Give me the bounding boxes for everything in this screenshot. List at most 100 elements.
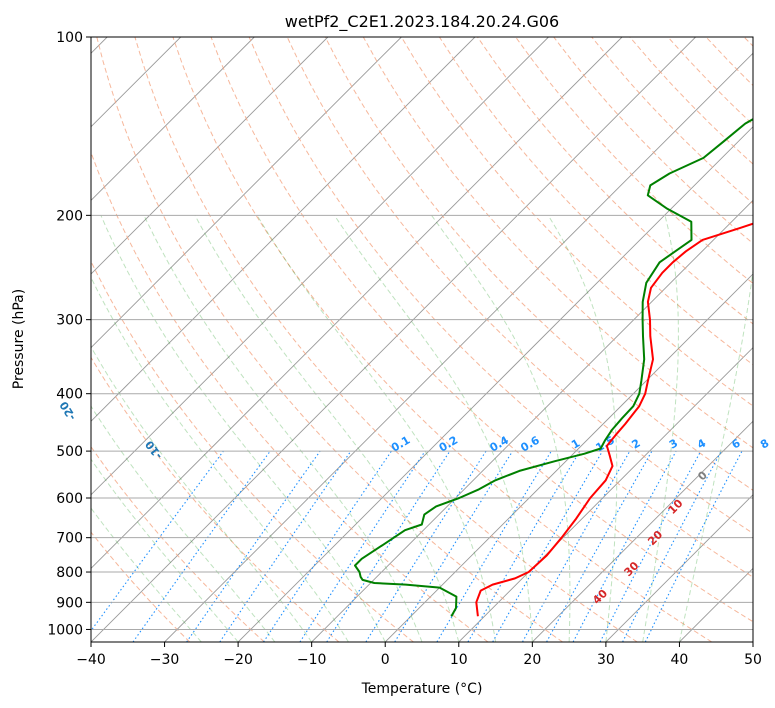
dry-adiabat-line: [96, 37, 563, 642]
dry-adiabat-line: [134, 37, 638, 642]
mixing-ratio-line: [394, 450, 514, 642]
mixing-ratio-label: 8: [758, 437, 771, 452]
background-lines: [91, 37, 753, 642]
dry-adiabat-line: [515, 37, 753, 285]
mixing-ratio-line: [572, 450, 677, 642]
dry-adiabat-line: [743, 37, 753, 47]
x-tick-label: 0: [381, 652, 390, 668]
moist-adiabat-label: 0: [695, 468, 710, 483]
temperature-profile: [475, 222, 753, 617]
dry-adiabat-line: [91, 531, 191, 642]
dry-adiabat-line: [324, 37, 753, 491]
y-tick-label: 600: [56, 491, 83, 507]
moist-adiabat-line: [256, 215, 497, 642]
isotherm-line: [752, 641, 753, 642]
moist-adiabat-line: [91, 405, 276, 642]
mixing-ratio-line: [186, 450, 321, 642]
isotherm-line: [384, 273, 753, 642]
y-tick-label: 100: [56, 30, 83, 46]
mixing-ratio-line: [522, 450, 631, 642]
moist-adiabat-line: [91, 345, 313, 642]
mixing-ratio-line: [132, 450, 271, 642]
moist-adiabat-label: 30: [622, 559, 642, 579]
dry-adiabat-line: [667, 37, 753, 126]
dewpoint-profile: [354, 118, 753, 617]
x-tick-label: 10: [450, 652, 468, 668]
mixing-ratio-line: [326, 450, 451, 642]
moist-adiabat-line: [333, 215, 533, 642]
moist-adiabat-line: [431, 215, 571, 642]
plot-frame: [90, 36, 754, 643]
x-tick-label: 20: [523, 652, 541, 668]
mixing-ratio-label: 3: [667, 437, 680, 452]
moist-adiabat-label: 20: [645, 528, 665, 548]
x-tick-label: −40: [76, 652, 106, 668]
isotherm-line: [311, 199, 753, 642]
mixing-ratio-line: [644, 450, 743, 642]
moist-adiabat-line: [547, 215, 618, 642]
dry-adiabat-line: [248, 37, 753, 578]
dry-adiabat-line: [91, 260, 414, 642]
moist-adiabat-label: 40: [590, 587, 610, 607]
moist-adiabat-line: [91, 507, 202, 642]
line-labels: -100-90-80-70-60-50-40-30-20-100.10.20.4…: [0, 360, 771, 607]
dry-adiabat-line: [400, 37, 753, 407]
isotherm-line: [532, 420, 753, 642]
chart-title: wetPf2_C2E1.2023.184.20.24.G06: [285, 12, 559, 32]
x-tick-label: 30: [597, 652, 615, 668]
mixing-ratio-label: 2: [629, 437, 642, 452]
mixing-ratio-line: [263, 450, 392, 642]
x-tick-label: 50: [744, 652, 762, 668]
isotherm-line: [91, 37, 549, 496]
x-tick-label: −30: [150, 652, 180, 668]
isotherm-line: [237, 126, 753, 642]
isotherm-line: [679, 567, 753, 642]
mixing-ratio-line: [299, 450, 426, 642]
moist-adiabat-label: 10: [666, 497, 686, 517]
isotherm-line: [605, 494, 753, 642]
mixing-ratio-label: 4: [695, 436, 708, 451]
x-tick-label: −10: [297, 652, 327, 668]
moist-adiabat-line: [194, 215, 460, 642]
mixing-ratio-line: [546, 450, 653, 642]
y-tick-label: 900: [56, 595, 83, 611]
isotherm-line: [164, 52, 753, 642]
mixing-ratio-line: [467, 450, 581, 642]
dry-adiabat-line: [210, 37, 753, 623]
y-tick-label: 500: [56, 444, 83, 460]
x-axis-ticks: −40 −30 −20 −10 0 10 20 30 40 50: [76, 642, 762, 668]
dry-adiabat-line: [438, 37, 753, 366]
dry-adiabat-line: [91, 445, 265, 642]
dry-adiabat-line: [91, 150, 489, 642]
mixing-ratio-label: 6: [730, 436, 743, 451]
y-tick-label: 400: [56, 387, 83, 403]
y-axis-ticks: 100 200 300 400 500 600 700 800 900 1000: [47, 30, 91, 638]
dry-adiabat-label: -10: [143, 438, 166, 462]
dry-adiabat-line: [172, 37, 713, 642]
isotherm-line: [91, 37, 402, 349]
y-tick-label: 800: [56, 565, 83, 581]
isotherm-line: [91, 37, 623, 570]
isotherm-line: [91, 37, 476, 422]
y-tick-label: 200: [56, 208, 83, 224]
mixing-ratio-line: [599, 450, 702, 642]
moist-adiabat-line: [91, 458, 239, 642]
x-tick-label: 40: [671, 652, 689, 668]
y-axis-label: Pressure (hPa): [11, 289, 27, 389]
moist-adiabat-line: [678, 266, 753, 642]
isotherm-line: [91, 37, 329, 275]
isotherm-line: [91, 37, 255, 202]
mixing-ratio-line: [219, 450, 352, 642]
isotherm-line: [458, 346, 753, 642]
dry-adiabat-line: [591, 37, 753, 205]
isotherm-line: [91, 37, 696, 642]
y-tick-label: 700: [56, 531, 83, 547]
mixing-ratio-line: [91, 450, 224, 632]
dry-adiabat-line: [553, 37, 753, 245]
profiles: [354, 118, 753, 617]
x-axis-label: Temperature (°C): [361, 681, 483, 697]
isotherm-line: [91, 37, 182, 128]
y-tick-label: 300: [56, 313, 83, 329]
moist-adiabat-line: [642, 215, 679, 642]
